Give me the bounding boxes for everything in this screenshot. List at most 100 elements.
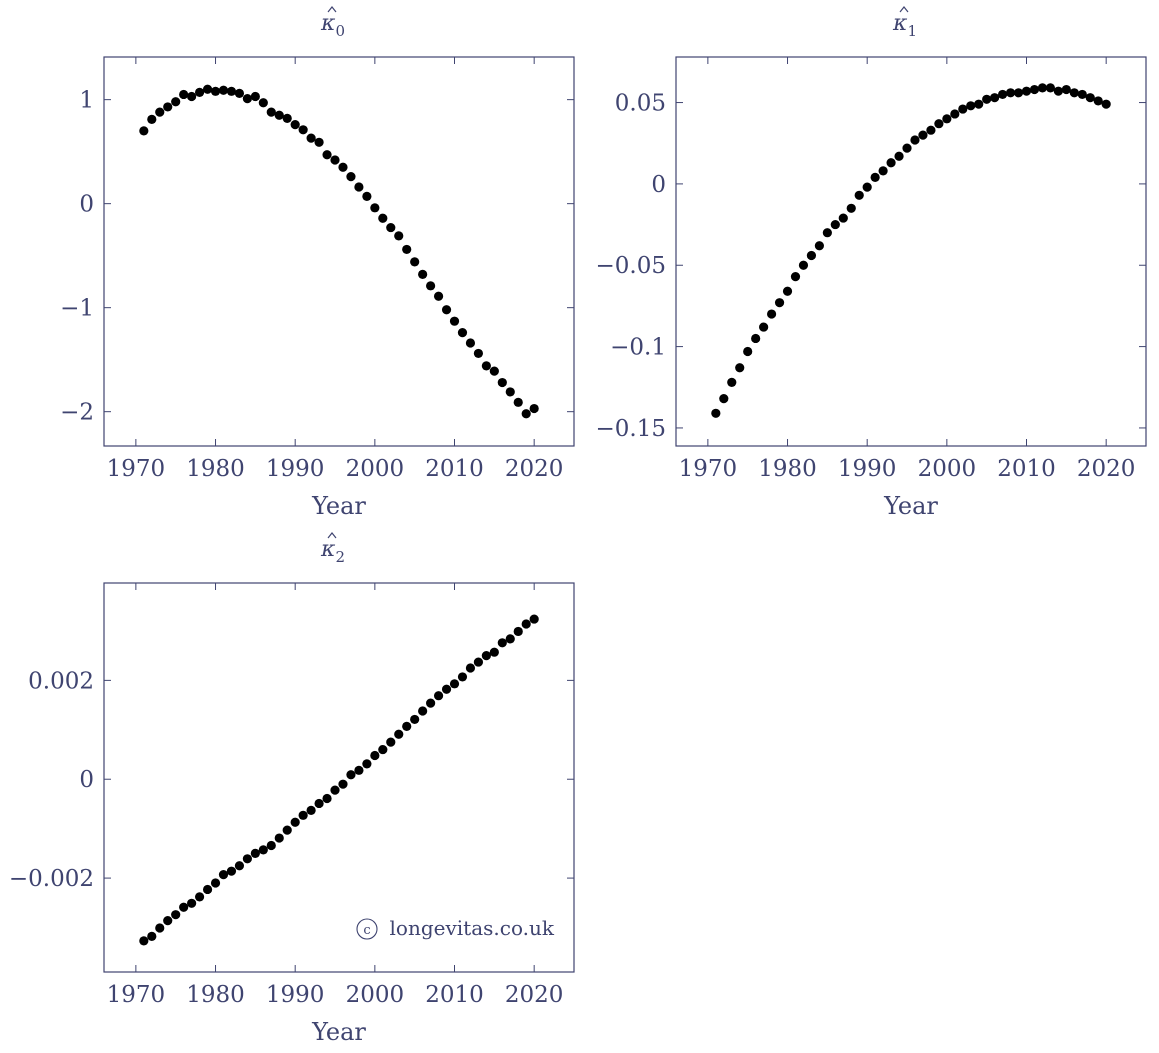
data-point [338, 779, 348, 789]
data-point [942, 114, 952, 124]
copyright-credit: c longevitas.co.uk [356, 916, 555, 940]
data-point [886, 158, 896, 168]
data-point [751, 333, 761, 344]
title-symbol: κ [320, 11, 336, 36]
data-point [743, 346, 753, 357]
data-point [354, 182, 364, 192]
data-point [1029, 84, 1040, 95]
data-point [171, 97, 181, 107]
data-point [410, 257, 420, 267]
x-tick-label: 1970 [679, 456, 738, 482]
data-point [187, 91, 197, 102]
x-tick-label: 1990 [266, 982, 325, 1008]
copyright-circle-icon [356, 918, 378, 940]
data-point [290, 817, 300, 827]
data-point [830, 219, 840, 230]
plot-frame [103, 56, 575, 447]
data-point [497, 638, 507, 648]
data-point [394, 729, 404, 739]
data-point [505, 634, 515, 644]
y-tick-label: 0.002 [28, 668, 94, 694]
data-point [322, 793, 332, 804]
x-tick-label: 2010 [997, 456, 1056, 482]
data-point [362, 759, 372, 769]
data-point [958, 104, 968, 114]
data-point [529, 403, 539, 414]
data-point [274, 110, 284, 120]
title-hat-accent [899, 6, 909, 13]
data-point [926, 125, 936, 135]
data-point [950, 109, 960, 119]
data-point [465, 663, 476, 673]
y-tick-label: −0.1 [610, 335, 666, 361]
data-point [258, 98, 268, 108]
data-point [1093, 96, 1103, 106]
data-point [354, 765, 364, 775]
x-tick-label: 2020 [1077, 456, 1136, 482]
data-point [282, 113, 292, 123]
data-point [258, 845, 268, 855]
y-tick-label: −0.15 [596, 416, 666, 442]
data-point [218, 85, 229, 95]
data-point [426, 698, 436, 708]
data-point [1005, 88, 1016, 98]
data-point [418, 706, 428, 716]
data-point [306, 133, 316, 143]
data-point [226, 866, 237, 876]
data-point [386, 222, 396, 233]
data-point [210, 86, 221, 96]
x-tick-label: 1970 [107, 982, 166, 1008]
title-symbol: κ [320, 537, 336, 562]
data-point [918, 130, 928, 140]
data-point [378, 213, 388, 223]
x-tick-label: 1990 [838, 456, 897, 482]
chart-title: κ1 [892, 11, 917, 40]
data-point [330, 155, 340, 165]
x-tick-label: 2000 [346, 982, 405, 1008]
data-point [179, 89, 189, 100]
data-point [298, 810, 308, 820]
data-point [298, 125, 308, 135]
title-hat-accent [327, 6, 337, 13]
data-point [759, 322, 769, 332]
data-point [1085, 93, 1095, 103]
data-point [370, 750, 380, 761]
data-point [346, 172, 356, 182]
data-point [870, 172, 880, 182]
data-point [147, 114, 157, 125]
data-point [521, 409, 531, 419]
data-point [711, 408, 721, 418]
data-point [1037, 83, 1048, 93]
x-tick-label: 1970 [107, 456, 166, 482]
data-point [418, 269, 428, 279]
chart-title: κ2 [320, 537, 345, 566]
data-point [497, 377, 507, 388]
data-point [854, 190, 864, 200]
data-point [790, 272, 801, 282]
plot-frame [675, 56, 1147, 447]
data-point [481, 361, 491, 371]
data-point [1053, 86, 1063, 96]
data-point [473, 348, 484, 359]
y-tick-label: −1 [60, 296, 94, 322]
data-point [370, 203, 380, 213]
x-axis-label: Year [883, 492, 938, 520]
data-point [966, 101, 976, 111]
data-point [1101, 99, 1111, 109]
data-point [306, 805, 316, 815]
data-point [433, 691, 444, 701]
x-tick-label: 1980 [186, 982, 245, 1008]
data-point [330, 785, 340, 795]
y-tick-label: −0.05 [596, 253, 666, 279]
data-point [513, 626, 523, 637]
data-point [314, 137, 324, 147]
data-point [242, 854, 252, 864]
data-point [155, 107, 165, 117]
y-tick-label: 0 [79, 767, 94, 793]
data-point [226, 86, 237, 96]
data-point [179, 902, 189, 912]
data-point [163, 915, 173, 926]
data-point [202, 884, 213, 895]
